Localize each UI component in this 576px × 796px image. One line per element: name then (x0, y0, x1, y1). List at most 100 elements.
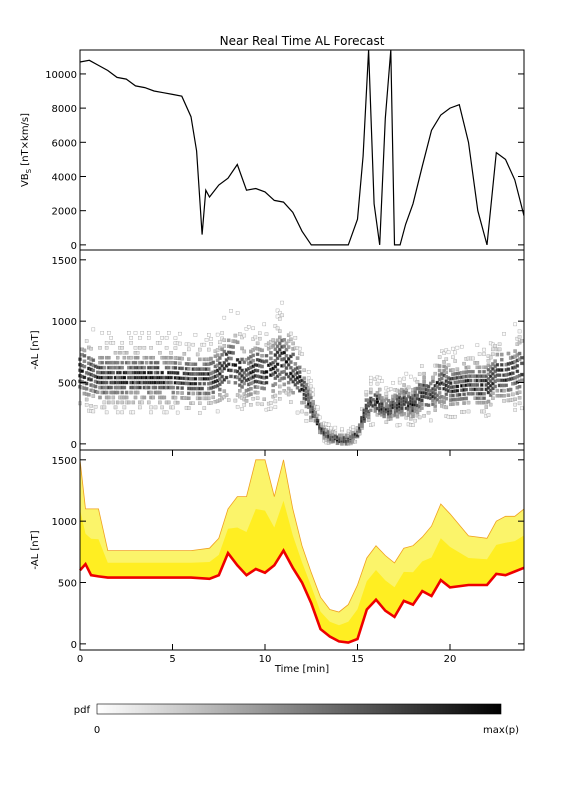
pdf-cell (155, 370, 160, 375)
pdf-cell (109, 336, 113, 340)
pdf-cell (275, 350, 280, 355)
pdf-cell (504, 383, 508, 388)
pdf-cell (127, 331, 131, 335)
pdf-cell (198, 391, 202, 396)
pdf-cell (397, 380, 402, 385)
pdf-cell (278, 347, 282, 352)
pdf-cell (89, 404, 93, 408)
pdf-cell (246, 325, 251, 329)
pdf-cell (104, 341, 109, 345)
pdf-cell (235, 405, 240, 409)
pdf-cell (142, 346, 147, 350)
pdf-cell (431, 402, 435, 407)
pdf-cell (164, 336, 169, 340)
pdf-cell (275, 338, 280, 343)
pdf-cell (406, 391, 411, 396)
al-ytick-label: 500 (58, 579, 77, 590)
pdf-cell (178, 361, 182, 366)
pdf-cell (286, 339, 291, 343)
pdf-cell (517, 329, 522, 334)
pdf-cell (118, 351, 122, 355)
pdf-cell (284, 366, 289, 370)
pdf-cell (520, 355, 524, 360)
pdf-cell (384, 391, 389, 396)
pdf-cell (286, 380, 291, 385)
pdf-cell (147, 331, 151, 335)
pdf-cell (435, 397, 440, 402)
pdf-cell (202, 342, 207, 347)
pdf-cell (369, 390, 373, 395)
pdf-cell (480, 387, 484, 392)
pdf-cell (129, 355, 133, 360)
pdf-cell (115, 355, 120, 360)
pdf-cell (235, 369, 240, 374)
pdf-cell (149, 370, 153, 375)
pdf-cell (115, 390, 120, 395)
vbs-ytick-label: 0 (71, 241, 77, 252)
pdf-cell (493, 359, 497, 363)
al-inner-band (80, 500, 524, 643)
pdf-cell (506, 367, 511, 371)
pdf-cell (255, 396, 260, 400)
pdf-cell (488, 393, 493, 397)
pdf-cell (369, 375, 373, 380)
pdf-cell (173, 395, 178, 400)
al-panel-frame (79, 449, 525, 651)
pdf-cell (193, 381, 198, 386)
pdf-cell (417, 415, 422, 420)
pdf-cell (82, 364, 87, 369)
pdf-cell (451, 346, 455, 351)
pdf-cell (215, 363, 220, 368)
pdf-cell (107, 331, 111, 335)
pdf-cell (442, 360, 446, 364)
pdf-cell (302, 376, 306, 380)
pdf-cell (295, 410, 300, 415)
pdf-cell (466, 365, 471, 370)
pdf-cell (420, 402, 424, 407)
pdf-cell (304, 382, 309, 387)
pdf-cell (282, 357, 286, 361)
pdf-cell (215, 353, 220, 357)
pdf-cell (291, 390, 295, 395)
pdf-cell (455, 384, 460, 389)
pdf-cell (289, 331, 293, 336)
vbs-ytick-label: 2000 (52, 207, 77, 218)
pdf-cell (207, 396, 211, 401)
pdf-cell (207, 347, 211, 352)
pdf-cell (278, 397, 282, 401)
pdf-cell (273, 347, 278, 351)
pdf-cell (211, 395, 215, 400)
pdf-cell (278, 335, 282, 340)
pdf-cell (264, 359, 269, 363)
pdf-cell (278, 341, 282, 346)
pdf-cell (93, 384, 98, 389)
pdf-cell (440, 376, 444, 381)
pdf-cell (282, 338, 286, 342)
pdf-cell (167, 331, 171, 335)
pdf-cell (486, 368, 491, 372)
pdf-cell (484, 365, 489, 370)
pdf-cell (442, 400, 446, 404)
pdf-cell (144, 360, 149, 365)
pdf-cell (300, 352, 304, 356)
al-ytick-label: 0 (71, 640, 77, 651)
pdf-cell (369, 387, 373, 392)
al-panel: -AL [nT] 0 500 1000 1500 0 5 10 15 20 Time [min] (30, 449, 525, 675)
pdf-cell (484, 405, 489, 409)
pdf-cell (218, 387, 222, 392)
pdf-cell (475, 343, 480, 347)
pdf-cell (273, 359, 278, 363)
pdf-cell (273, 399, 278, 404)
pdf-cell (289, 366, 293, 370)
pdf-cell (289, 354, 293, 359)
pdf-cell (215, 358, 220, 362)
pdf-cell (306, 376, 311, 381)
pdf-cell (138, 405, 142, 410)
pdf-cell (169, 380, 173, 385)
pdf-cell (84, 397, 89, 402)
pdf-cell (149, 410, 153, 415)
pdf-cell (351, 425, 355, 429)
pdf-cell (215, 332, 220, 337)
pdf-cell (124, 390, 129, 395)
pdf-cell (282, 376, 286, 380)
